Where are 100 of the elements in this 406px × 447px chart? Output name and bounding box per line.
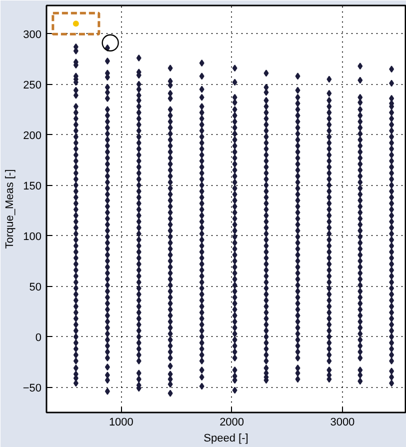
point: [104, 227, 110, 234]
point: [136, 212, 142, 220]
point: [389, 345, 394, 352]
point: [358, 202, 363, 210]
point: [295, 190, 300, 198]
point: [358, 372, 363, 379]
point: [136, 357, 142, 364]
point: [358, 264, 363, 271]
point: [389, 158, 394, 165]
point: [389, 224, 394, 232]
point: [104, 270, 110, 277]
point: [136, 327, 142, 334]
point: [73, 102, 78, 110]
point: [232, 94, 238, 101]
point: [168, 282, 173, 289]
point: [73, 248, 78, 256]
point: [326, 302, 332, 310]
point: [295, 112, 300, 120]
point: [136, 376, 142, 383]
point: [73, 218, 78, 226]
point: [199, 158, 204, 165]
point: [326, 212, 332, 220]
point: [358, 148, 363, 156]
point: [358, 336, 363, 344]
point: [73, 121, 78, 128]
point: [168, 312, 173, 320]
point: [389, 200, 394, 207]
point: [389, 230, 394, 238]
point: [136, 260, 142, 268]
point: [326, 121, 332, 128]
point: [199, 230, 204, 238]
point: [232, 270, 238, 277]
point: [104, 209, 110, 216]
point: [136, 206, 142, 214]
point: [168, 251, 173, 258]
point: [264, 84, 269, 91]
point: [168, 148, 173, 156]
point: [232, 330, 238, 338]
point: [295, 136, 300, 144]
point: [326, 236, 332, 244]
point: [358, 282, 363, 289]
point: [264, 327, 269, 334]
point: [73, 266, 78, 274]
point: [136, 121, 142, 128]
point: [264, 188, 269, 195]
point: [168, 136, 173, 144]
point: [264, 127, 269, 134]
point: [168, 209, 173, 216]
point: [232, 148, 238, 156]
point: [168, 215, 173, 222]
point: [104, 94, 110, 102]
point: [326, 272, 332, 280]
point: [232, 227, 238, 234]
point: [264, 176, 269, 183]
point: [295, 370, 300, 377]
point: [264, 333, 269, 340]
point: [326, 321, 332, 328]
point: [389, 170, 394, 177]
point: [199, 278, 204, 286]
point: [199, 182, 204, 189]
point: [358, 94, 363, 101]
point: [136, 96, 142, 104]
point: [264, 170, 269, 177]
point: [136, 284, 142, 292]
point: [326, 345, 332, 352]
point: [264, 182, 269, 189]
point: [389, 284, 394, 292]
point: [136, 230, 142, 238]
point: [73, 194, 78, 201]
point: [104, 112, 110, 120]
point: [73, 290, 78, 298]
point: [264, 102, 269, 110]
point: [295, 209, 300, 216]
point: [264, 278, 269, 286]
point: [199, 321, 204, 328]
point: [295, 270, 300, 277]
point: [136, 218, 142, 226]
point: [199, 176, 204, 183]
point: [264, 260, 269, 268]
point: [199, 151, 204, 158]
point: [326, 278, 332, 286]
point: [199, 109, 204, 116]
point: [264, 236, 269, 244]
point: [73, 315, 78, 322]
point: [168, 354, 173, 362]
point: [295, 239, 300, 246]
point: [136, 224, 142, 232]
point: [358, 276, 363, 283]
point: [264, 284, 269, 292]
point: [73, 254, 78, 262]
point: [104, 288, 110, 295]
point: [326, 170, 332, 177]
point: [73, 92, 78, 99]
point: [199, 60, 204, 67]
y-tick-label: 0: [35, 332, 42, 344]
point: [73, 158, 78, 165]
point: [136, 248, 142, 256]
point: [264, 351, 269, 358]
point: [232, 166, 238, 174]
point: [199, 272, 204, 280]
